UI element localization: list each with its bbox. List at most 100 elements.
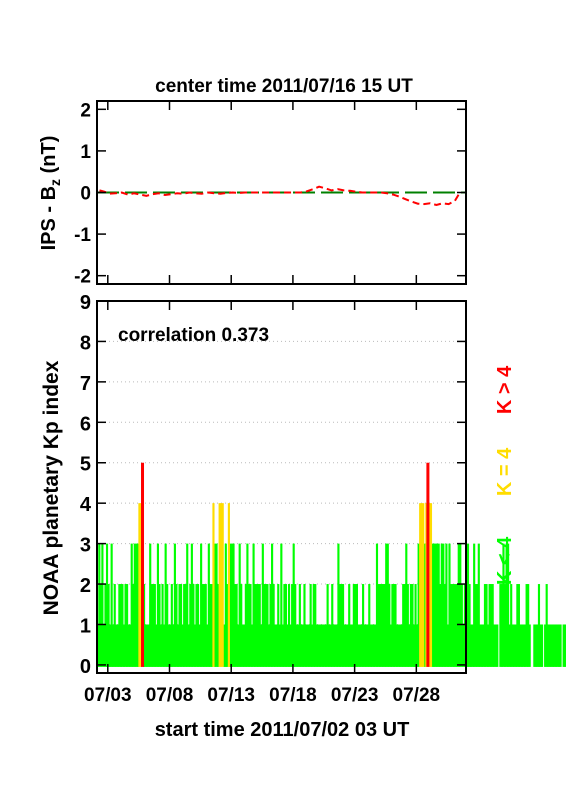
x-axis-title: start time 2011/07/02 03 UT <box>155 719 410 741</box>
kp-bar <box>422 503 424 667</box>
kp-bar <box>445 544 447 667</box>
kp-bar <box>200 544 202 667</box>
kp-y-tick-label: 3 <box>80 535 91 557</box>
kp-bar <box>430 503 432 667</box>
kp-bar <box>131 544 133 667</box>
kp-bar <box>376 544 378 667</box>
kp-bar <box>191 544 193 667</box>
bz-y-axis-unit: (nT) <box>38 136 60 179</box>
kp-bar <box>222 503 224 667</box>
kp-bar <box>442 544 444 667</box>
kp-bar <box>448 544 450 667</box>
legend-mid: K = 4 <box>494 447 516 496</box>
kp-y-tick-label: 7 <box>80 373 91 395</box>
kp-bar <box>510 584 512 667</box>
bz-y-tick-label: -1 <box>74 225 91 246</box>
bz-y-tick-label: 1 <box>80 142 91 163</box>
kp-bar <box>362 584 364 667</box>
kp-y-tick-label: 4 <box>80 494 92 516</box>
bz-data-layer <box>97 187 466 205</box>
kp-bar <box>101 544 103 667</box>
kp-y-tick-label: 9 <box>80 292 91 314</box>
kp-bar <box>236 584 238 667</box>
kp-bar <box>394 584 396 667</box>
kp-bar <box>114 584 116 667</box>
kp-bar <box>546 584 548 667</box>
kp-bar <box>239 544 241 667</box>
kp-bar <box>111 544 113 667</box>
kp-bar <box>337 544 339 667</box>
kp-y-tick-label: 6 <box>80 413 91 435</box>
bz-y-tick-label: 2 <box>80 100 91 121</box>
kp-bar <box>259 584 261 667</box>
kp-bar <box>303 584 305 667</box>
kp-bar <box>478 544 480 667</box>
bz-y-axis-sub: z <box>47 179 63 186</box>
kp-y-axis-title: NOAA planetary Kp index <box>40 360 63 615</box>
kp-bar <box>293 544 295 667</box>
kp-bar <box>180 584 182 667</box>
bz-panel: 2 1 0 -1 -2 IPS - Bz (nT) <box>38 100 466 287</box>
kp-legend: K > 4 K = 4 K < 4 <box>494 365 516 585</box>
kp-y-tick-label: 0 <box>80 656 91 678</box>
bz-y-tick-label: 0 <box>80 184 91 205</box>
kp-bar <box>277 584 279 667</box>
kp-bar <box>387 544 389 667</box>
kp-x-tick-label: 07/28 <box>393 685 441 706</box>
kp-x-tick-label: 07/03 <box>84 685 132 706</box>
kp-bar <box>228 503 230 667</box>
kp-bar <box>246 544 248 667</box>
kp-bar <box>205 584 207 667</box>
kp-y-tick-label: 2 <box>80 575 91 597</box>
legend-low: K < 4 <box>494 536 516 585</box>
kp-y-tick-label: 8 <box>80 332 91 354</box>
kp-bar <box>405 544 407 667</box>
kp-bar <box>212 503 214 667</box>
kp-bar <box>518 584 520 667</box>
kp-bar <box>174 544 176 667</box>
kp-bar <box>280 544 282 667</box>
kp-bar <box>149 544 151 667</box>
kp-y-tick-label: 1 <box>80 615 91 637</box>
kp-bar <box>249 584 251 667</box>
kp-bar <box>492 584 494 667</box>
kp-bar <box>288 584 290 667</box>
kp-bar <box>299 584 301 667</box>
kp-bar <box>121 584 123 667</box>
kp-bar <box>106 544 108 667</box>
kp-x-tick-label: 07/23 <box>331 685 379 706</box>
kp-x-tick-label: 07/08 <box>146 685 194 706</box>
kp-bar <box>559 624 561 666</box>
kp-bar <box>154 584 156 667</box>
bz-model-series-line <box>100 187 459 205</box>
kp-bar <box>485 584 487 667</box>
kp-bar <box>310 584 312 667</box>
kp-bar <box>271 544 273 667</box>
kp-bar <box>473 544 475 667</box>
kp-bar <box>171 584 173 667</box>
bz-y-tick-label: -2 <box>74 267 91 288</box>
kp-bar <box>342 584 344 667</box>
kp-bar <box>356 584 358 667</box>
kp-bar <box>186 544 188 667</box>
kp-bar <box>348 584 350 667</box>
kp-bar <box>541 624 543 666</box>
kp-bar <box>197 584 199 667</box>
bz-y-axis-main: IPS - B <box>38 186 60 250</box>
kp-bar <box>262 544 264 667</box>
kp-bar <box>157 544 159 667</box>
correlation-annotation: correlation 0.373 <box>118 325 269 346</box>
kp-bar <box>331 584 333 667</box>
kp-bar <box>327 584 329 667</box>
kp-x-tick-label: 07/18 <box>269 685 317 706</box>
kp-bar <box>232 544 234 667</box>
kp-bar <box>411 584 413 667</box>
kp-bar <box>538 584 540 667</box>
kp-bar <box>266 584 268 667</box>
kp-bar <box>368 584 370 667</box>
kp-bar <box>426 463 429 667</box>
kp-bar <box>165 544 167 667</box>
kp-bar <box>126 584 128 667</box>
